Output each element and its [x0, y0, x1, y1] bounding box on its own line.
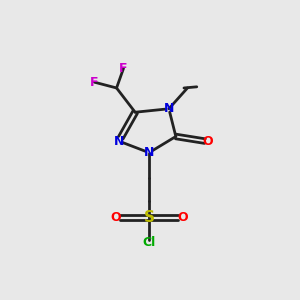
Text: N: N [114, 135, 124, 148]
Text: Cl: Cl [142, 236, 156, 249]
Text: F: F [90, 76, 99, 89]
Text: O: O [110, 211, 121, 224]
Text: F: F [119, 62, 128, 75]
Text: N: N [144, 146, 154, 159]
Text: O: O [177, 211, 188, 224]
Text: O: O [202, 135, 213, 148]
Text: S: S [144, 210, 154, 225]
Text: N: N [164, 102, 174, 115]
